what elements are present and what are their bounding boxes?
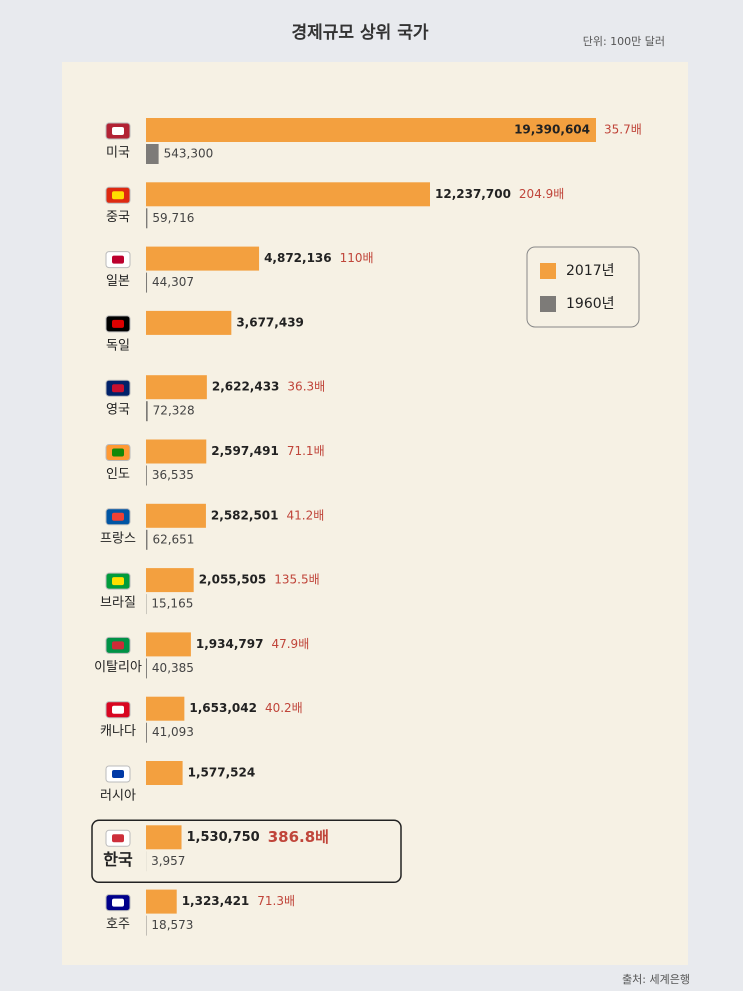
bar [146,144,159,164]
value-label: 1,577,524 [188,766,256,780]
bar [146,825,182,850]
category-label: 러시아 [100,789,136,804]
category-label: 브라질 [100,596,136,611]
ratio-label: 40.2배 [265,701,303,715]
bar [146,658,147,679]
value-label: 543,300 [164,147,214,161]
value-label: 4,872,136 [264,251,332,265]
category-label: 독일 [106,338,130,353]
value-label: 40,385 [152,661,194,675]
bar [146,182,431,207]
source: 출처: 세계은행 [622,973,690,986]
bar [146,401,148,422]
bar [146,310,232,335]
flag [112,898,124,907]
value-label: 2,582,501 [211,508,279,522]
value-label: 3,957 [151,854,185,868]
value-label: 1,323,421 [182,894,250,908]
bar [146,632,191,657]
bar [146,272,148,293]
value-label: 18,573 [151,918,193,932]
ratio-label: 71.1배 [287,444,325,458]
bar [146,529,148,550]
flag [112,512,124,521]
bar [146,722,147,743]
value-label: 41,093 [152,725,194,739]
category-label: 프랑스 [100,531,136,546]
bar [146,696,185,721]
legend-label: 2017년 [566,263,615,279]
bar [146,503,206,528]
category-label: 이탈리아 [94,660,142,675]
value-label: 1,934,797 [196,637,264,651]
category-label: 미국 [106,146,130,161]
value-label: 3,677,439 [236,315,304,329]
ratio-label: 204.9배 [519,187,564,201]
bar [146,208,148,229]
ratio-label: 41.2배 [287,508,325,522]
legend-box [526,246,640,328]
bar [146,246,260,271]
value-label: 15,165 [151,597,193,611]
flag [112,770,124,778]
value-label: 1,653,042 [189,701,257,715]
bar [146,761,183,785]
flag [112,319,124,328]
flag [112,641,124,650]
category-label: 중국 [106,210,130,225]
value-label: 12,237,700 [435,187,511,201]
ratio-label: 135.5배 [274,573,319,587]
bar [146,889,177,914]
value-label: 2,597,491 [211,444,279,458]
legend-swatch [540,296,556,312]
value-label: 2,055,505 [199,573,267,587]
flag [112,384,124,393]
ratio-label: 386.8배 [268,828,329,846]
category-label: 호주 [106,917,130,932]
ratio-label: 110배 [340,251,374,265]
category-label: 캐나다 [100,724,136,739]
value-label: 72,328 [153,404,195,418]
highlight-box [91,819,402,884]
ratio-label: 47.9배 [271,637,309,651]
bar [146,568,194,593]
category-label: 한국 [103,850,133,869]
flag [112,834,124,843]
bar [146,465,147,486]
chart-title: 경제규모 상위 국가 [292,23,429,43]
flag [112,255,124,264]
legend-swatch [540,263,556,279]
flag [112,191,124,200]
flag [112,127,124,135]
value-label: 62,651 [152,532,194,546]
bar [146,439,207,464]
value-label: 2,622,433 [212,380,280,394]
ratio-label: 71.3배 [257,894,295,908]
value-label: 36,535 [152,468,194,482]
unit-label: 단위: 100만 달러 [583,35,665,48]
flag [112,577,124,586]
flag [112,705,124,714]
bar [146,118,596,142]
category-label: 영국 [106,403,130,418]
flag [112,448,124,457]
bar [146,375,207,400]
category-label: 인도 [106,467,130,482]
value-label: 44,307 [152,275,194,289]
legend-label: 1960년 [566,296,615,312]
value-label: 59,716 [152,211,194,225]
value-label: 1,530,750 [187,830,260,845]
ratio-label: 36.3배 [287,380,325,394]
ratio-label: 35.7배 [604,123,642,137]
category-label: 일본 [106,274,130,289]
value-label: 19,390,604 [514,123,590,137]
